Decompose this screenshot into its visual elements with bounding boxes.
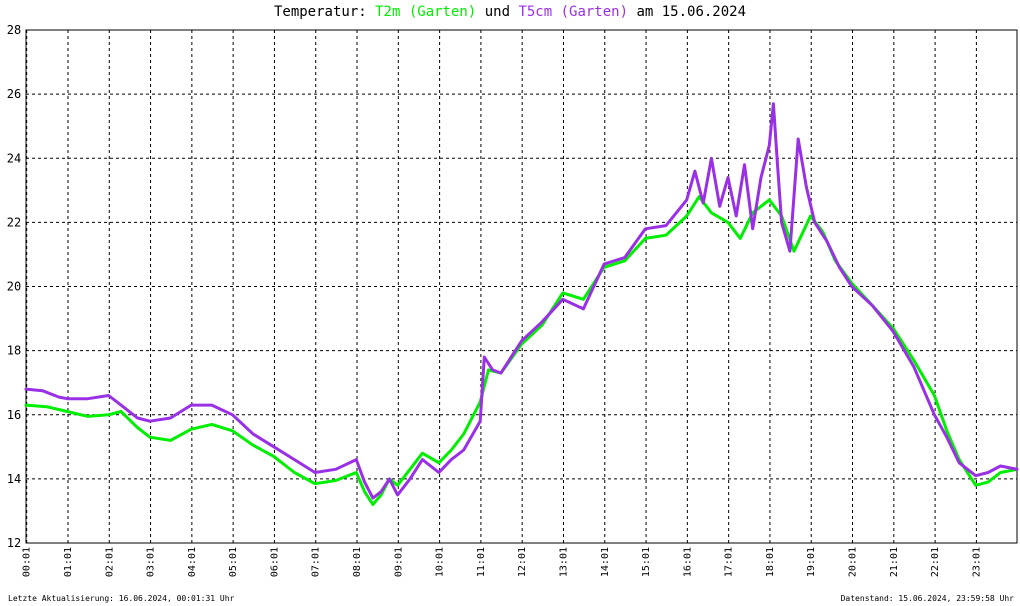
x-tick-label: 01:01 [63, 547, 74, 577]
x-axis-labels: 00:01 01:01 02:01 03:01 04:01 05:01 06:01 07:01… [22, 547, 983, 577]
x-tick-label: 11:01 [476, 547, 487, 577]
y-tick-label: 26 [7, 87, 21, 101]
y-tick-label: 18 [7, 344, 21, 358]
title-suffix: am 15.06.2024 [628, 4, 747, 20]
x-tick-label: 19:01 [806, 547, 817, 577]
x-tick-label: 08:01 [352, 547, 363, 577]
x-tick-label: 16:01 [682, 547, 693, 577]
y-tick-label: 20 [7, 280, 21, 294]
y-tick-label: 24 [7, 151, 21, 165]
x-tick-label: 15:01 [641, 547, 652, 577]
x-tick-label: 04:01 [187, 547, 198, 577]
chart-title: Temperatur: T2m (Garten) und T5cm (Garte… [0, 4, 1020, 20]
x-tick-label: 22:01 [930, 547, 941, 577]
x-tick-label: 05:01 [228, 547, 239, 577]
series-layer [24, 102, 1019, 506]
x-tick-label: 21:01 [889, 547, 900, 577]
y-tick-label: 12 [7, 536, 21, 550]
x-tick-label: 18:01 [765, 547, 776, 577]
x-tick-label: 23:01 [971, 547, 982, 577]
x-tick-label: 12:01 [517, 547, 528, 577]
title-prefix: Temperatur: [273, 4, 376, 20]
y-tick-label: 28 [7, 23, 21, 37]
title-series1-label: T2m (Garten) [375, 4, 477, 20]
grid-layer [26, 30, 1017, 543]
y-axis-labels: 12 14 16 18 20 22 24 26 28 [7, 23, 21, 550]
x-tick-label: 06:01 [269, 547, 280, 577]
x-tick-label: 10:01 [435, 547, 446, 577]
x-tick-label: 09:01 [393, 547, 404, 577]
last-update-text: Letzte Aktualisierung: 16.06.2024, 00:01… [8, 594, 235, 603]
x-tick-label: 20:01 [848, 547, 859, 577]
y-tick-label: 16 [7, 408, 21, 422]
x-tick-label: 07:01 [311, 547, 322, 577]
y-tick-label: 14 [7, 472, 21, 486]
y-tick-label: 22 [7, 215, 21, 229]
x-tick-label: 03:01 [146, 547, 157, 577]
data-status-text: Datenstand: 15.06.2024, 23:59:58 Uhr [840, 594, 1014, 603]
title-joiner: und [476, 4, 519, 20]
title-series2-label: T5cm (Garten) [518, 4, 629, 20]
x-tick-label: 00:01 [22, 547, 33, 577]
x-tick-label: 17:01 [724, 547, 735, 577]
series-line-t5cm [24, 102, 1019, 500]
x-tick-label: 14:01 [600, 547, 611, 577]
x-tick-label: 13:01 [558, 547, 569, 577]
x-tick-label: 02:01 [104, 547, 115, 577]
